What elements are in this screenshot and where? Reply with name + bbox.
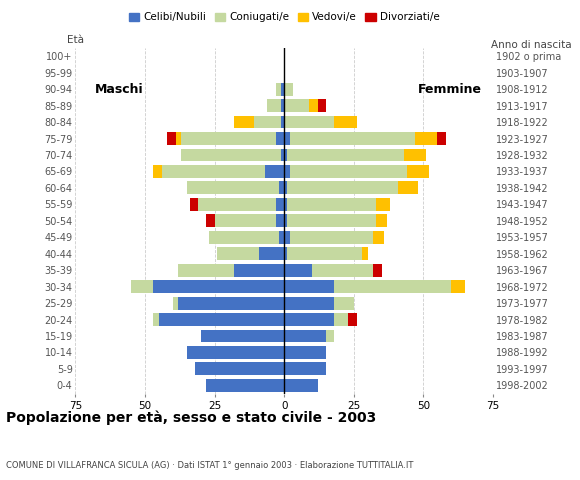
Bar <box>264 165 284 178</box>
Bar <box>206 379 284 392</box>
Text: COMUNE DI VILLAFRANCA SICULA (AG) · Dati ISTAT 1° gennaio 2003 · Elaborazione TU: COMUNE DI VILLAFRANCA SICULA (AG) · Dati… <box>6 461 413 470</box>
Bar <box>278 231 284 244</box>
Text: Popolazione per età, sesso e stato civile - 2003: Popolazione per età, sesso e stato civil… <box>6 410 376 425</box>
Bar <box>287 148 404 161</box>
Text: Femmine: Femmine <box>418 83 482 96</box>
Bar <box>290 231 374 244</box>
Bar <box>198 198 276 211</box>
Bar <box>276 83 281 96</box>
Bar <box>284 165 290 178</box>
Bar <box>284 198 287 211</box>
Bar <box>153 313 159 326</box>
Bar <box>376 198 390 211</box>
Bar <box>259 247 284 260</box>
Bar <box>376 215 387 227</box>
Bar <box>281 99 284 112</box>
Text: Anno di nascita: Anno di nascita <box>491 40 571 50</box>
Bar <box>284 264 312 276</box>
Bar <box>284 116 334 129</box>
Bar <box>179 297 284 310</box>
Bar <box>159 313 284 326</box>
Bar <box>284 330 326 342</box>
Bar <box>287 181 398 194</box>
Bar <box>187 346 284 359</box>
Bar <box>181 132 276 145</box>
Bar <box>281 83 284 96</box>
Bar <box>284 132 290 145</box>
Bar <box>334 116 357 129</box>
Bar <box>290 132 415 145</box>
Text: Età: Età <box>67 35 84 45</box>
Bar <box>407 165 429 178</box>
Bar <box>187 181 278 194</box>
Bar <box>284 247 287 260</box>
Bar <box>334 297 354 310</box>
Bar <box>284 83 292 96</box>
Bar <box>181 148 281 161</box>
Bar <box>290 165 407 178</box>
Bar <box>362 247 368 260</box>
Bar <box>218 247 259 260</box>
Bar <box>195 362 284 375</box>
Bar <box>234 116 253 129</box>
Bar <box>284 313 334 326</box>
Bar <box>179 264 234 276</box>
Bar <box>287 247 362 260</box>
Bar <box>398 181 418 194</box>
Bar <box>234 264 284 276</box>
Bar <box>209 231 278 244</box>
Bar <box>276 215 284 227</box>
Bar <box>201 330 284 342</box>
Bar <box>287 198 376 211</box>
Bar <box>437 132 445 145</box>
Bar <box>284 346 326 359</box>
Bar <box>131 280 153 293</box>
Bar <box>284 215 287 227</box>
Bar <box>215 215 276 227</box>
Bar <box>318 99 326 112</box>
Bar <box>153 165 162 178</box>
Bar <box>153 280 284 293</box>
Bar <box>284 181 287 194</box>
Bar <box>190 198 198 211</box>
Bar <box>404 148 426 161</box>
Legend: Celibi/Nubili, Coniugati/e, Vedovi/e, Divorziati/e: Celibi/Nubili, Coniugati/e, Vedovi/e, Di… <box>125 8 444 26</box>
Bar <box>284 148 287 161</box>
Bar <box>374 231 385 244</box>
Bar <box>284 231 290 244</box>
Bar <box>334 313 348 326</box>
Bar <box>374 264 382 276</box>
Bar <box>312 264 374 276</box>
Bar <box>281 116 284 129</box>
Bar <box>415 132 437 145</box>
Bar <box>176 132 181 145</box>
Bar <box>348 313 357 326</box>
Bar <box>167 132 176 145</box>
Bar <box>309 99 318 112</box>
Text: Maschi: Maschi <box>95 83 143 96</box>
Bar <box>253 116 281 129</box>
Bar <box>267 99 281 112</box>
Bar <box>206 215 215 227</box>
Bar <box>284 297 334 310</box>
Bar <box>284 379 318 392</box>
Bar <box>284 99 309 112</box>
Bar <box>162 165 264 178</box>
Bar <box>334 280 451 293</box>
Bar <box>326 330 334 342</box>
Bar <box>278 181 284 194</box>
Bar <box>287 215 376 227</box>
Bar <box>276 132 284 145</box>
Bar <box>276 198 284 211</box>
Bar <box>281 148 284 161</box>
Bar <box>284 280 334 293</box>
Bar <box>173 297 179 310</box>
Bar <box>284 362 326 375</box>
Bar <box>451 280 465 293</box>
